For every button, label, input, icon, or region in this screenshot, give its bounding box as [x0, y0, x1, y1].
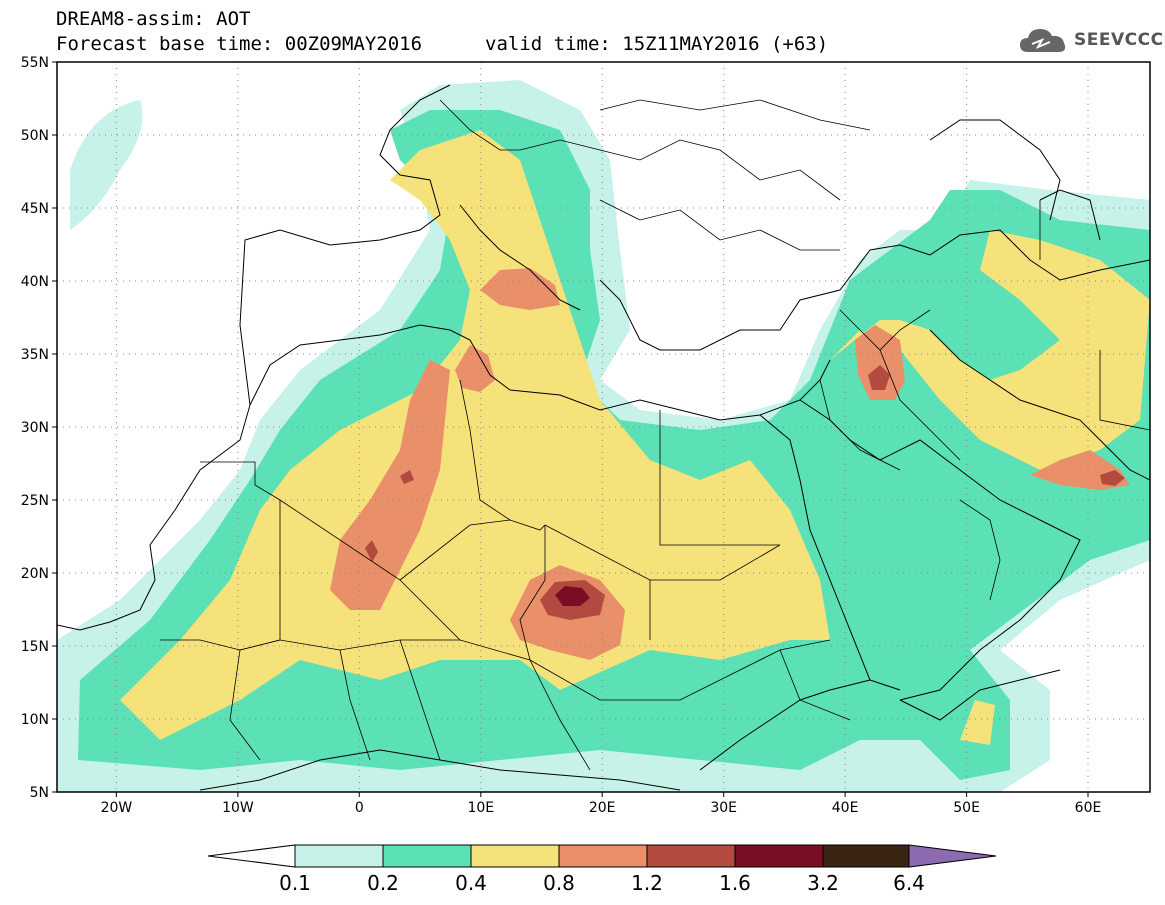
colorbar-segment	[207, 844, 296, 868]
colorbar-label: 6.4	[893, 871, 925, 895]
aot-contour-1.2	[868, 365, 890, 390]
graticule	[57, 62, 1150, 792]
aot-contour-0.1	[70, 100, 143, 230]
forecast-base-time: Forecast base time: 00Z09MAY2016	[56, 33, 423, 55]
colorbar-segment	[558, 844, 648, 868]
lat-label: 50N	[21, 128, 49, 144]
lon-label: 0	[355, 800, 364, 816]
colorbar-segment	[908, 844, 997, 868]
chart-title: DREAM8-assim: AOT	[56, 8, 251, 30]
lat-label: 30N	[21, 420, 49, 436]
colorbar-segment	[470, 844, 560, 868]
lat-label: 55N	[21, 55, 49, 71]
colorbar-label: 0.2	[367, 871, 399, 895]
colorbar-label: 3.2	[807, 871, 839, 895]
aot-contour-0.4	[120, 130, 830, 740]
lat-label: 40N	[21, 274, 49, 290]
lon-label: 10E	[467, 800, 494, 816]
aot-contour-0.8	[455, 345, 495, 392]
colorbar-label: 0.8	[543, 871, 575, 895]
aot-contour-1.2	[365, 540, 378, 562]
lat-label: 25N	[21, 493, 49, 509]
seevccc-logo: SEEVCCC	[1018, 22, 1163, 58]
lat-label: 15N	[21, 639, 49, 655]
colorbar-segment	[382, 844, 472, 868]
colorbar-label: 0.1	[279, 871, 311, 895]
aot-contour-0.4	[830, 230, 1150, 470]
lat-label: 10N	[21, 712, 49, 728]
lon-label: 40E	[832, 800, 859, 816]
lat-label: 20N	[21, 566, 49, 582]
colorbar-segment	[734, 844, 824, 868]
colorbar-label: 1.2	[631, 871, 663, 895]
aot-contour-0.8	[480, 268, 560, 310]
aot-contour-0.4	[960, 700, 995, 745]
lon-label: 20E	[589, 800, 616, 816]
colorbar-label: 1.6	[719, 871, 751, 895]
longitude-axis: 20W 10W 0 10E 20E 30E 40E 50E 60E	[101, 792, 1102, 816]
lat-label: 5N	[30, 785, 49, 801]
aot-contour-1.2	[400, 470, 414, 484]
lat-label: 35N	[21, 347, 49, 363]
colorbar-label: 0.4	[455, 871, 487, 895]
lon-label: 60E	[1075, 800, 1102, 816]
country-borders	[160, 99, 1150, 771]
logo-text: SEEVCCC	[1074, 30, 1164, 50]
lon-label: 20W	[101, 800, 133, 816]
lon-label: 30E	[710, 800, 737, 816]
colorbar-segment	[646, 844, 736, 868]
colorbar: 0.1 0.2 0.4 0.8 1.2 1.6 3.2 6.4	[207, 844, 997, 895]
aot-contour-0.8	[330, 360, 450, 610]
lon-label: 50E	[953, 800, 980, 816]
colorbar-segment	[294, 844, 384, 868]
lat-label: 45N	[21, 201, 49, 217]
aot-contour-1.2	[1100, 470, 1125, 486]
lon-label: 10W	[222, 800, 254, 816]
colorbar-segment	[822, 844, 910, 868]
aot-contour-1.6	[555, 586, 590, 606]
valid-time: valid time: 15Z11MAY2016 (+63)	[485, 33, 829, 55]
aot-field	[57, 62, 1150, 792]
cloud-icon	[1020, 29, 1066, 52]
latitude-axis: 55N 50N 45N 40N 35N 30N 25N 20N 15N 10N …	[21, 55, 57, 801]
